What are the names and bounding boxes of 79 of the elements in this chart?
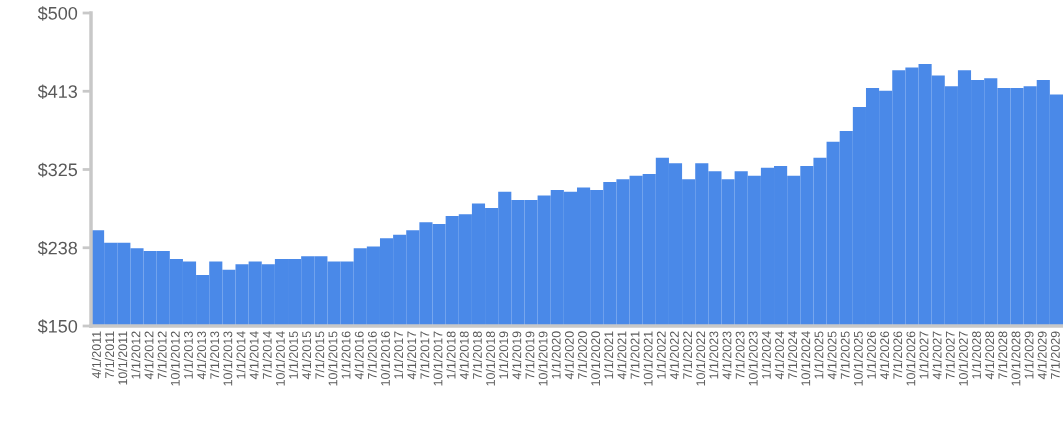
x-tick-label: 7/1/2027: [945, 331, 955, 379]
x-tick-label: 4/1/2011: [91, 331, 101, 379]
x-tick-label: 7/1/2025: [840, 331, 850, 379]
x-tick-label: 4/1/2015: [301, 331, 312, 380]
x-tick-label: 1/1/2021: [604, 331, 614, 379]
x-tick-label: 10/1/2023: [748, 331, 758, 386]
x-tick-label: 4/1/2014: [249, 331, 259, 380]
x-tick-label: 10/1/2016: [380, 331, 390, 386]
x-tick-label: 7/1/2021: [630, 331, 640, 379]
x-tick-label: 10/1/2025: [853, 331, 863, 386]
x-tick-label: 7/1/2018: [472, 331, 482, 379]
x-tick-label: 4/1/2027: [932, 331, 942, 380]
x-tick-label: 10/1/2012: [170, 331, 180, 386]
x-tick-label: 10/1/2017: [433, 331, 443, 386]
x-tick-label: 4/1/2016: [354, 331, 364, 380]
x-tick-label: 10/1/2019: [538, 331, 548, 386]
x-tick-label: 4/1/2021: [617, 331, 627, 380]
x-tick-label: 1/1/2019: [498, 331, 509, 379]
x-tick-label: 10/1/2011: [118, 331, 128, 385]
x-tick-label: 7/1/2026: [892, 331, 903, 379]
x-tick-label: 1/1/2025: [814, 331, 824, 379]
x-tick-label: 7/1/2029: [1050, 331, 1060, 379]
x-tick-label: 4/1/2017: [406, 331, 417, 380]
x-tick-label: 4/1/2018: [459, 331, 469, 380]
x-tick-label: 10/1/2024: [801, 331, 811, 386]
x-tick-label: 1/1/2022: [656, 331, 666, 379]
x-tick-label: 1/1/2013: [183, 331, 193, 379]
x-tick-label: 7/1/2013: [209, 331, 220, 379]
x-tick-label: 7/1/2012: [157, 331, 167, 379]
x-tick-label: 10/1/2020: [590, 331, 601, 386]
x-tick-label: 1/1/2018: [446, 331, 456, 379]
x-tick-label: 1/1/2016: [341, 331, 351, 379]
x-tick-label: 10/1/2027: [958, 331, 968, 386]
x-tick-label: 10/1/2026: [906, 331, 916, 386]
x-tick-label: 10/1/2015: [328, 331, 338, 386]
x-tick-label: 1/1/2023: [709, 331, 719, 379]
y-tick-label: $238: [37, 240, 78, 256]
x-tick-label: 4/1/2020: [564, 331, 574, 380]
x-tick-label: 7/1/2023: [735, 331, 745, 379]
x-tick-label: 10/1/2022: [695, 331, 706, 386]
x-tick-label: 10/1/2021: [643, 331, 653, 386]
x-tick-label: 7/1/2015: [315, 331, 325, 379]
x-tick-label: 1/1/2014: [236, 331, 246, 379]
y-tick-label: $150: [37, 319, 78, 334]
x-tick-label: 7/1/2014: [262, 331, 272, 379]
x-tick-label: 4/1/2013: [196, 331, 206, 380]
x-tick-label: 1/1/2020: [551, 331, 561, 379]
x-tick-label: 1/1/2012: [131, 331, 141, 379]
x-tick-label: 4/1/2028: [984, 331, 995, 380]
x-tick-label: 1/1/2017: [393, 331, 404, 379]
x-tick-label: 1/1/2024: [761, 331, 771, 379]
x-tick-label: 4/1/2012: [144, 331, 154, 380]
x-tick-label: 7/1/2011: [104, 331, 115, 378]
x-tick-label: 4/1/2026: [879, 331, 890, 380]
x-tick-label: 4/1/2025: [827, 331, 837, 380]
x-tick-label: 1/1/2015: [288, 331, 298, 379]
x-tick-label: 7/1/2017: [420, 331, 430, 379]
x-tick-label: 10/1/2014: [275, 331, 285, 386]
x-tick-label: 4/1/2023: [722, 331, 732, 380]
x-tick-label: 7/1/2020: [577, 331, 587, 379]
x-tick-label: 1/1/2027: [919, 331, 929, 379]
x-tick-label: 4/1/2022: [669, 331, 679, 380]
y-tick-label: $413: [37, 84, 78, 100]
y-tick-label: $500: [37, 6, 78, 21]
x-tick-label: 7/1/2024: [787, 331, 798, 379]
x-tick-label: 4/1/2019: [512, 331, 522, 380]
x-tick-label: 7/1/2022: [682, 331, 692, 379]
x-tick-label: 4/1/2029: [1037, 331, 1047, 380]
x-tick-label: 7/1/2016: [367, 331, 377, 379]
x-tick-label: 1/1/2028: [971, 331, 981, 379]
x-tick-label: 7/1/2019: [525, 331, 535, 379]
x-tick-label: 1/1/2029: [1024, 331, 1034, 379]
x-tick-label: 4/1/2024: [774, 331, 784, 380]
x-tick-label: 10/1/2013: [223, 331, 233, 386]
x-tick-label: 10/1/2018: [485, 331, 495, 386]
x-tick-label: 10/1/2028: [1011, 331, 1021, 386]
x-tick-label: 1/1/2026: [866, 331, 876, 379]
x-tick-label: 7/1/2028: [998, 331, 1008, 379]
y-tick-label: $325: [37, 162, 78, 178]
